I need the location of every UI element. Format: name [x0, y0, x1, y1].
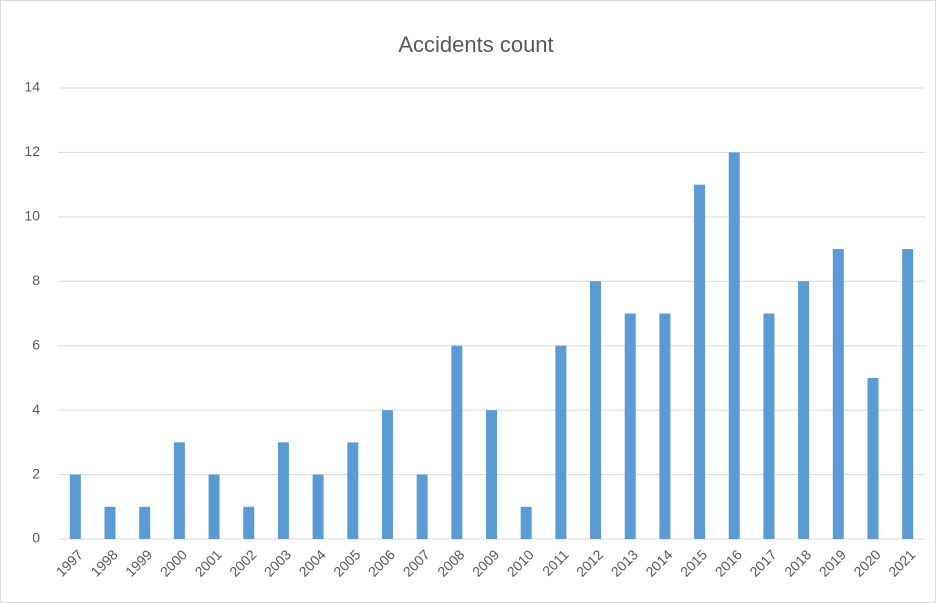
bar [659, 313, 671, 539]
bar [277, 442, 289, 539]
bar [381, 410, 393, 539]
bar [902, 249, 914, 540]
y-tick-label: 10 [24, 208, 40, 224]
bar [728, 152, 740, 539]
bar [798, 281, 810, 539]
y-tick-label: 12 [24, 143, 40, 159]
bar [520, 506, 532, 539]
bar [208, 474, 220, 539]
bar [347, 442, 359, 539]
bar [486, 410, 497, 539]
chart-title: Accidents count [398, 32, 553, 57]
y-tick-label: 2 [32, 465, 40, 481]
y-tick-label: 0 [32, 530, 40, 546]
bar [624, 313, 636, 539]
bar [104, 506, 116, 539]
bar [832, 249, 844, 540]
y-tick-label: 4 [32, 401, 40, 417]
bar [867, 377, 879, 539]
y-tick-label: 14 [24, 79, 40, 95]
bar [312, 474, 324, 539]
bar [69, 474, 81, 539]
bar [243, 506, 255, 539]
bar [451, 345, 463, 539]
bar [139, 506, 151, 539]
bar [590, 281, 602, 539]
y-tick-label: 6 [32, 336, 40, 352]
bar [416, 474, 428, 539]
bar [173, 442, 185, 539]
bar [763, 313, 775, 539]
bar [694, 184, 706, 539]
bar [555, 345, 567, 539]
y-tick-label: 8 [32, 272, 40, 288]
